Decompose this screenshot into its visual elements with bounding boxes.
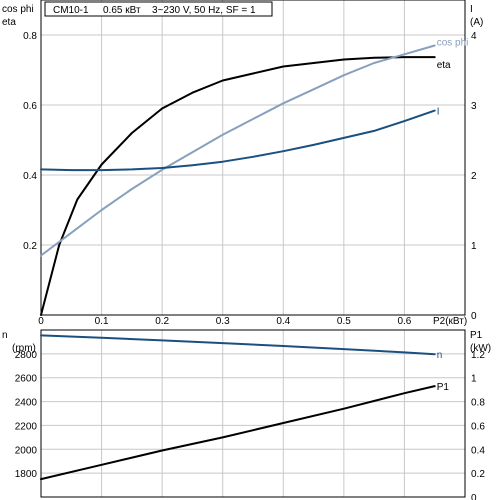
top-right-axis-label-2: (A) xyxy=(470,17,483,28)
top-left-tick-label: 0.8 xyxy=(23,31,37,42)
bottom-right-axis-label-1: P1 xyxy=(470,330,483,341)
x-tick-label: 0.1 xyxy=(95,316,109,327)
top-left-axis-label-1: cos phi xyxy=(2,4,34,15)
bottom-left-axis-label-2: (rpm) xyxy=(12,343,36,354)
top-panel-grid xyxy=(41,0,465,315)
x-axis-label: P2(кВт) xyxy=(433,316,467,327)
top-left-axis-label-2: eta xyxy=(2,17,16,28)
x-tick-label: 0 xyxy=(38,316,44,327)
bottom-right-tick-label: 0 xyxy=(471,493,477,500)
bottom-left-tick-label: 2800 xyxy=(15,350,38,361)
title-model: CM10-1 xyxy=(53,5,89,16)
top-right-axis-label-1: I xyxy=(470,4,473,15)
top-panel-series: eta cos phi I xyxy=(40,38,469,316)
bottom-panel-series: n P1 xyxy=(40,334,450,481)
title-power: 0.65 кВт xyxy=(103,5,141,16)
bottom-left-tick-label: 2600 xyxy=(15,374,38,385)
top-panel-frame xyxy=(40,0,466,316)
bottom-panel-frame xyxy=(40,329,466,498)
bottom-series-label-n: n xyxy=(437,350,443,361)
top-left-tick-label: 0.2 xyxy=(23,241,37,252)
top-right-tick-label: 2 xyxy=(471,171,477,182)
bottom-left-tick-label: 2400 xyxy=(15,398,38,409)
top-right-tick-label: 1 xyxy=(471,241,477,252)
title-box: CM10-1 0.65 кВт 3~230 V, 50 Hz, SF = 1 xyxy=(44,1,273,17)
bottom-right-tick-label: 0.6 xyxy=(471,421,485,432)
x-tick-label: 0.2 xyxy=(155,316,169,327)
x-tick-label: 0.5 xyxy=(337,316,351,327)
bottom-right-tick-label: 0.2 xyxy=(471,469,485,480)
x-tick-label: 0.3 xyxy=(216,316,230,327)
title-supply: 3~230 V, 50 Hz, SF = 1 xyxy=(152,5,256,16)
bottom-right-tick-label: 0.8 xyxy=(471,398,485,409)
x-tick-label: 0.6 xyxy=(397,316,411,327)
top-series-line-eta xyxy=(40,56,436,316)
top-series-line-cos-phi xyxy=(40,44,436,257)
top-right-tick-label: 3 xyxy=(471,101,477,112)
top-right-tick-label: 4 xyxy=(471,31,477,42)
top-series-label-eta: eta xyxy=(437,60,451,71)
bottom-panel-ticks: 1800 2000 2200 2400 2600 2800 0 0.2 0.4 0.6 0.8 1 1.… xyxy=(15,350,486,500)
top-left-tick-label: 0.4 xyxy=(23,171,37,182)
bottom-left-tick-label: 1800 xyxy=(15,469,38,480)
bottom-series-label-P1: P1 xyxy=(437,382,450,393)
bottom-left-tick-label: 2000 xyxy=(15,445,38,456)
bottom-left-tick-label: 2200 xyxy=(15,421,38,432)
title-box-frame xyxy=(44,1,273,17)
x-tick-label: 0.4 xyxy=(276,316,290,327)
top-right-tick-label: 0 xyxy=(471,311,477,322)
top-series-line-I xyxy=(40,109,436,172)
top-panel-ticks: 0.2 0.4 0.6 0.8 0 1 2 3 4 0 0.1 0.2 0.3 0.4 0.5 0.6 xyxy=(23,31,477,327)
top-series-label-I: I xyxy=(437,107,440,118)
bottom-left-axis-label-1: n xyxy=(2,330,8,341)
bottom-right-tick-label: 1 xyxy=(471,374,477,385)
bottom-series-line-n xyxy=(40,334,436,356)
bottom-panel-grid xyxy=(41,330,465,497)
bottom-right-tick-label: 1.2 xyxy=(471,350,485,361)
top-left-tick-label: 0.6 xyxy=(23,101,37,112)
bottom-right-axis-label-2: (kW) xyxy=(470,343,491,354)
bottom-series-line-P1 xyxy=(40,385,436,481)
bottom-right-tick-label: 0.4 xyxy=(471,445,485,456)
top-series-label-cos-phi: cos phi xyxy=(437,38,469,49)
